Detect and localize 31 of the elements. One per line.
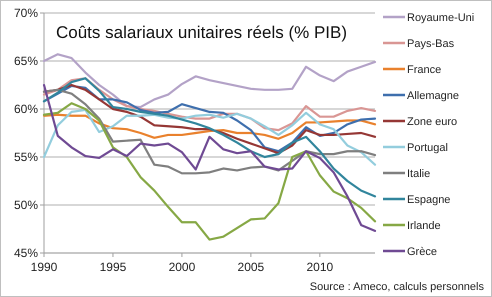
legend-label: Zone euro xyxy=(407,116,458,128)
x-tick-label: 1995 xyxy=(100,260,127,274)
legend-label: Pays-Bas xyxy=(407,38,455,50)
legend-label: Portugal xyxy=(407,142,448,154)
legend-label: Royaume-Uni xyxy=(407,12,474,24)
line-series xyxy=(42,88,376,174)
source-note: Source : Ameco, calculs personnels xyxy=(310,281,484,293)
line-series xyxy=(42,108,376,166)
line-series xyxy=(42,84,376,232)
y-tick-label: 55% xyxy=(14,150,38,164)
line-series xyxy=(42,53,376,108)
text: Coûts salariaux unitaires réels (% PIB) xyxy=(56,23,348,42)
x-tick-label: 2005 xyxy=(238,260,265,274)
x-tick-label: 2000 xyxy=(168,260,196,274)
y-tick-label: 70% xyxy=(14,6,38,20)
y-tick-label: 65% xyxy=(14,54,38,68)
x-tick-label: 1990 xyxy=(30,260,58,274)
y-tick-label: 60% xyxy=(14,102,38,116)
line-series xyxy=(42,102,376,241)
legend-label: Irlande xyxy=(407,220,441,232)
legend-label: France xyxy=(407,64,442,76)
legend-label: Espagne xyxy=(407,194,450,206)
line-series xyxy=(42,77,376,132)
legend-label: Grèce xyxy=(407,246,437,258)
y-tick-label: 50% xyxy=(14,198,38,212)
y-tick-label: 45% xyxy=(14,246,38,260)
legend-label: Allemagne xyxy=(407,90,459,102)
line-series xyxy=(42,114,376,140)
x-tick-label: 2010 xyxy=(306,260,334,274)
line-series xyxy=(42,77,376,198)
legend-label: Italie xyxy=(407,168,430,180)
